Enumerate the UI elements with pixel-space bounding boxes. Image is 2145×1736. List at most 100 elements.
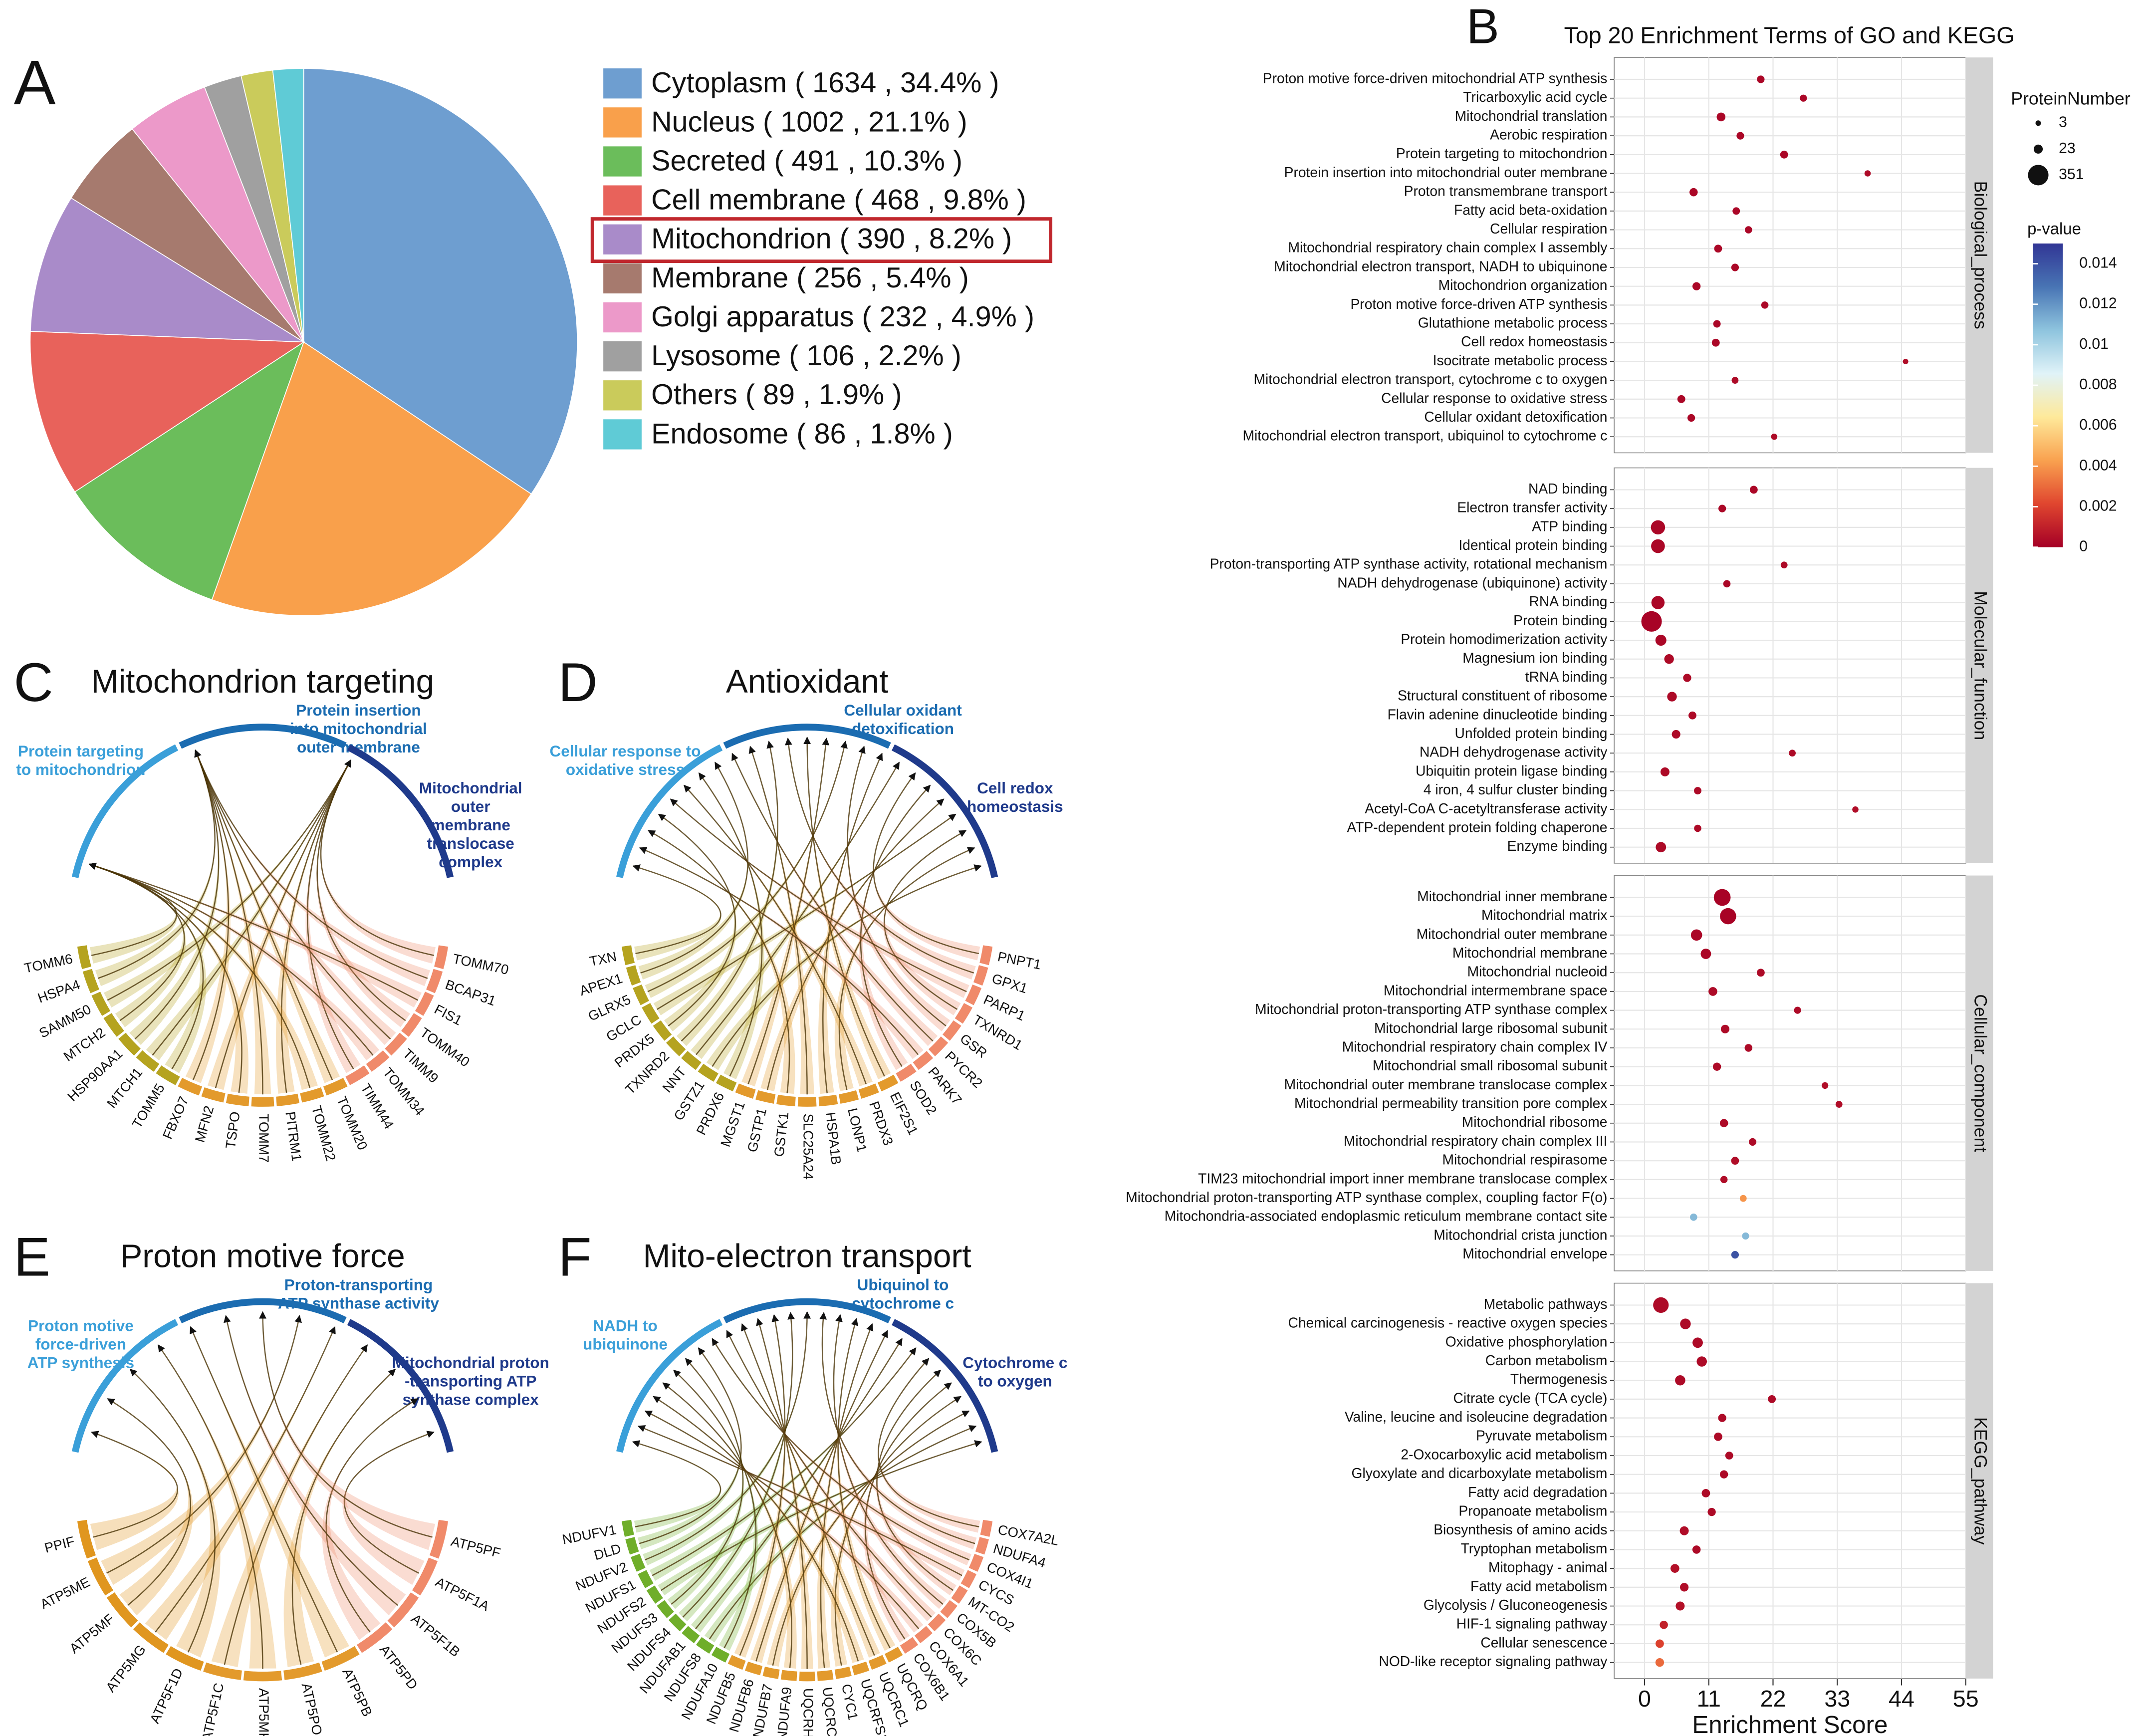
y-tick-label: Enzyme binding <box>1507 838 1608 854</box>
y-tick-label: Cellular response to oxidative stress <box>1381 390 1607 406</box>
group-label: Proton motive <box>28 1317 134 1335</box>
gene-arc <box>980 1519 993 1537</box>
legend-swatch <box>603 68 642 99</box>
gene-label: ATP5F1C <box>199 1682 227 1736</box>
group-label: Proton-transporting <box>284 1275 433 1293</box>
gene-label: TOMM6 <box>23 951 74 976</box>
y-tick-label: Mitochondrial matrix <box>1481 907 1607 923</box>
gene-label: TOMM5 <box>129 1081 168 1131</box>
gene-arc <box>357 1622 393 1653</box>
link-line <box>658 813 736 1027</box>
link-line <box>838 847 975 1090</box>
gene-arc <box>900 1637 919 1654</box>
ribbon <box>342 1432 434 1585</box>
chart-title: Antioxidant <box>726 663 888 700</box>
link-line <box>152 759 352 1056</box>
facet-strip <box>1965 1283 1993 1679</box>
link-line <box>741 1323 875 1656</box>
gene-arc <box>243 1671 282 1682</box>
group-label: synthase complex <box>403 1391 539 1409</box>
link-line <box>822 752 883 1094</box>
y-tick-label: TIM23 mitochondrial import inner membran… <box>1198 1170 1607 1186</box>
ribbon <box>95 750 216 987</box>
ribbon <box>316 760 411 1027</box>
y-tick-label: Mitochondrial respiratory chain complex … <box>1342 1038 1608 1054</box>
legend-label: Secreted ( 491 , 10.3% ) <box>651 145 962 177</box>
dot <box>1757 969 1765 977</box>
panel-background <box>1614 875 1966 1271</box>
group-label: outer <box>451 797 490 815</box>
link-line <box>632 1440 721 1527</box>
legend-swatch <box>603 107 642 138</box>
dot <box>1655 635 1667 646</box>
gene-label: MFN2 <box>192 1104 217 1144</box>
chart-title: Proton motive force <box>120 1238 405 1274</box>
gene-label: LONP1 <box>845 1106 870 1154</box>
y-tick-label: Flavin adenine dinucleotide binding <box>1388 706 1608 722</box>
link-line <box>884 830 967 1010</box>
gene-label: ATP5PD <box>377 1642 421 1693</box>
link-line <box>819 1312 975 1544</box>
gene-label: UQCRH <box>800 1688 816 1736</box>
group-label: Protein insertion <box>296 701 421 719</box>
legend-label: 23 <box>2059 140 2076 157</box>
link-line <box>88 862 419 1001</box>
gene-arc <box>387 1592 419 1628</box>
gene-label: FBXO7 <box>160 1094 192 1141</box>
legend-swatch <box>603 302 642 333</box>
dot <box>1757 75 1765 83</box>
y-tick-label: Mitochondrial respiratory chain complex … <box>1288 240 1608 255</box>
link-line <box>320 759 435 956</box>
y-tick-label: Fatty acid beta-oxidation <box>1454 202 1607 218</box>
group-label: oxidative stress <box>566 760 685 778</box>
ribbon <box>262 1312 436 1550</box>
y-tick-label: Mitochondrial electron transport, cytoch… <box>1253 371 1607 387</box>
gene-arc <box>323 1078 348 1096</box>
link-line <box>681 741 778 1042</box>
group-label: complex <box>439 853 502 871</box>
link-line <box>820 1323 874 1669</box>
gene-arc <box>715 1074 737 1092</box>
group-label: to mitochondrion <box>16 760 145 778</box>
dot <box>1718 504 1726 512</box>
dot <box>1771 433 1778 440</box>
colorbar-label: 0 <box>2079 538 2088 555</box>
y-tick-label: Acetyl-CoA C-acetyltransferase activity <box>1365 800 1608 816</box>
gene-arc <box>91 992 111 1016</box>
dot <box>1660 767 1669 776</box>
gene-label: TOMM70 <box>452 951 510 978</box>
dot <box>1664 654 1674 664</box>
y-tick-label: Cell redox homeostasis <box>1461 333 1607 349</box>
dot <box>1789 749 1796 757</box>
dot <box>1641 611 1662 632</box>
link-line <box>696 761 900 1055</box>
legend-label: Others ( 89 , 1.9% ) <box>651 379 902 411</box>
y-tick-label: Mitochondrial large ribosomal subunit <box>1374 1020 1608 1036</box>
legend-label: Membrane ( 256 , 5.4% ) <box>651 262 969 294</box>
gene-arc <box>951 1585 968 1604</box>
y-tick-label: NADH dehydrogenase activity <box>1420 744 1608 760</box>
dot <box>1736 132 1744 140</box>
dot <box>1794 1006 1801 1014</box>
gene-arc <box>780 1670 797 1681</box>
x-tick-label: 22 <box>1760 1686 1786 1712</box>
link-line <box>88 862 311 1088</box>
facet-label: KEGG_pathway <box>1971 1417 1991 1545</box>
legend-label: Nucleus ( 1002 , 21.1% ) <box>651 106 967 138</box>
ribbon <box>195 750 271 1094</box>
dot <box>1761 301 1769 309</box>
link-line <box>684 784 867 1085</box>
link-line <box>306 759 354 1069</box>
gene-arc <box>201 1087 226 1103</box>
y-tick-label: RNA binding <box>1529 593 1608 609</box>
link-line <box>865 1382 952 1640</box>
dot <box>1675 1601 1685 1611</box>
dot <box>1683 674 1691 682</box>
link-line <box>662 1382 792 1669</box>
gene-arc <box>300 1087 324 1103</box>
gene-arc <box>283 1662 322 1680</box>
link-line <box>224 1315 398 1606</box>
dot <box>1651 596 1665 609</box>
y-tick-label: Mitochondrial outer membrane translocase… <box>1284 1076 1608 1092</box>
dot <box>1708 987 1717 996</box>
